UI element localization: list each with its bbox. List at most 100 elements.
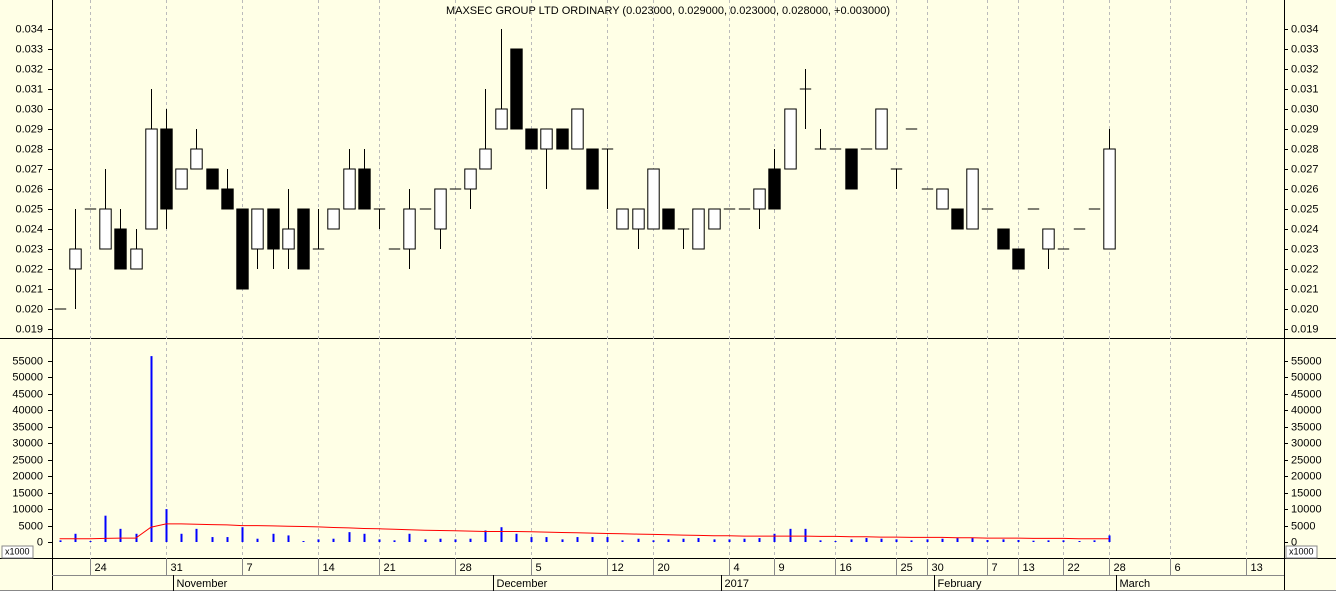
- y-tick-label: 50000: [12, 371, 43, 383]
- volume-bar: [1017, 540, 1020, 543]
- background: [0, 0, 1336, 591]
- candle-body: [327, 208, 340, 230]
- month-label: December: [497, 578, 548, 590]
- y-tick-label: 0: [37, 536, 43, 548]
- volume-bar: [530, 537, 533, 543]
- x-tick-label: 4: [734, 562, 740, 574]
- volume-bar: [89, 541, 92, 543]
- y-tick-label: 0.028: [15, 143, 43, 155]
- volume-bar: [850, 539, 853, 543]
- volume-bar: [1002, 539, 1005, 543]
- candle-body: [692, 208, 705, 250]
- y-tick-label: 0.020: [15, 303, 43, 315]
- volume-bar: [652, 540, 655, 543]
- candle-body: [175, 168, 188, 190]
- y-tick-label: 0.034: [15, 23, 43, 35]
- x-tick-label: 7: [247, 562, 253, 574]
- volume-bar: [378, 539, 381, 543]
- y-tick-label: 0.025: [1291, 203, 1319, 215]
- volume-bar: [59, 540, 62, 543]
- volume-bar: [697, 538, 700, 543]
- candle-body: [616, 208, 629, 230]
- candle-body: [251, 208, 264, 250]
- y-tick-label: 0.033: [1291, 43, 1319, 55]
- candle-body: [1103, 148, 1116, 250]
- volume-bar: [667, 539, 670, 543]
- y-tick-label: 40000: [12, 404, 43, 416]
- moving-average: [59, 523, 1110, 540]
- x-tick-label: 22: [1068, 562, 1080, 574]
- y-tick-label: 10000: [12, 503, 43, 515]
- volume-bar: [743, 538, 746, 543]
- y-tick-label: 0.033: [15, 43, 43, 55]
- y-tick-label: 0.025: [15, 203, 43, 215]
- volume-bar: [348, 532, 351, 543]
- y-tick-label: 45000: [12, 388, 43, 400]
- y-tick-label: 0.024: [1291, 223, 1319, 235]
- candle-body: [708, 208, 721, 230]
- volume-bar: [302, 541, 305, 543]
- volume-bar: [1093, 540, 1096, 543]
- x-tick-label: 16: [840, 562, 852, 574]
- candle-body: [556, 128, 569, 150]
- x-tick-label: 31: [171, 562, 183, 574]
- scale-label: x1000: [5, 546, 30, 556]
- candle-body: [358, 168, 371, 210]
- volume-bar: [986, 540, 989, 543]
- y-tick-label: 0.019: [15, 323, 43, 335]
- candle-body: [997, 228, 1010, 250]
- y-tick-label: 0.032: [1291, 63, 1319, 75]
- candle-body: [784, 108, 797, 170]
- volume-bar: [910, 540, 913, 543]
- y-tick-label: 30000: [1291, 437, 1322, 449]
- month-label: November: [177, 578, 228, 590]
- volume-bar: [515, 533, 518, 543]
- volume-bar: [484, 530, 487, 543]
- y-tick-label: 0.027: [1291, 163, 1319, 175]
- volume-bar: [363, 533, 366, 543]
- volume-bar: [317, 539, 320, 543]
- volume-bar: [1047, 540, 1050, 543]
- y-tick-label: 35000: [1291, 421, 1322, 433]
- y-tick-label: 0.026: [15, 183, 43, 195]
- y-tick-label: 5000: [19, 520, 43, 532]
- x-tick-label: 9: [779, 562, 785, 574]
- x-tick-label: 24: [95, 562, 107, 574]
- x-tick-label: 6: [1175, 562, 1181, 574]
- chart-title: MAXSEC GROUP LTD ORDINARY (0.023000, 0.0…: [446, 5, 890, 17]
- candle-body: [1012, 248, 1025, 270]
- y-tick-label: 0.029: [1291, 123, 1319, 135]
- x-tick-label: 28: [460, 562, 472, 574]
- y-tick-label: 0.031: [15, 83, 43, 95]
- x-tick-label: 25: [901, 562, 913, 574]
- y-tick-label: 55000: [12, 355, 43, 367]
- y-tick-label: 15000: [1291, 487, 1322, 499]
- volume-bar: [272, 533, 275, 543]
- volume-bar: [332, 538, 335, 543]
- volume-bar: [561, 539, 564, 543]
- volume-bar: [241, 527, 244, 543]
- candle-body: [282, 228, 295, 250]
- x-tick-label: 30: [932, 562, 944, 574]
- x-tick-label: 14: [323, 562, 335, 574]
- volume-bar: [971, 538, 974, 543]
- y-tick-label: 0.021: [15, 283, 43, 295]
- candle-body: [662, 208, 675, 230]
- volume-bar: [439, 538, 442, 543]
- volume-bar: [1078, 541, 1081, 543]
- candle-body: [647, 168, 660, 230]
- volume-bar: [256, 538, 259, 543]
- candle-body: [206, 168, 219, 190]
- volume-bar: [895, 539, 898, 543]
- volume-bar: [880, 538, 883, 543]
- candle-body: [114, 228, 127, 270]
- volume-bar: [1032, 540, 1035, 543]
- x-tick-label: 20: [658, 562, 670, 574]
- y-tick-label: 10000: [1291, 503, 1322, 515]
- volume-bar: [74, 533, 77, 543]
- y-tick-label: 0.024: [15, 223, 43, 235]
- candle-body: [99, 208, 112, 250]
- volume-bar: [545, 537, 548, 543]
- volume-bar: [165, 509, 168, 543]
